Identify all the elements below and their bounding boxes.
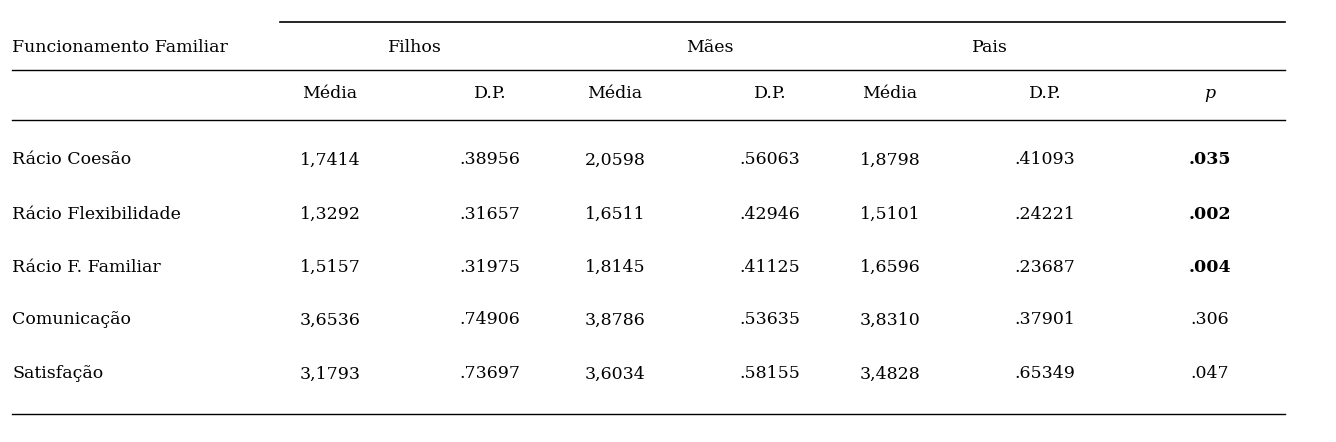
Text: .42946: .42946 — [740, 206, 800, 222]
Text: Rácio Coesão: Rácio Coesão — [12, 152, 131, 168]
Text: 1,7414: 1,7414 — [299, 152, 361, 168]
Text: 3,6536: 3,6536 — [299, 312, 361, 328]
Text: .73697: .73697 — [460, 366, 521, 382]
Text: .23687: .23687 — [1014, 259, 1075, 275]
Text: .41093: .41093 — [1014, 152, 1075, 168]
Text: Filhos: Filhos — [387, 38, 442, 56]
Text: .306: .306 — [1190, 312, 1229, 328]
Text: .41125: .41125 — [740, 259, 800, 275]
Text: Rácio F. Familiar: Rácio F. Familiar — [12, 259, 160, 275]
Text: D.P.: D.P. — [754, 85, 787, 103]
Text: .31975: .31975 — [460, 259, 521, 275]
Text: 1,8798: 1,8798 — [859, 152, 921, 168]
Text: Satisfação: Satisfação — [12, 366, 103, 382]
Text: .38956: .38956 — [460, 152, 521, 168]
Text: Média: Média — [863, 85, 918, 103]
Text: 3,6034: 3,6034 — [585, 366, 645, 382]
Text: 1,6511: 1,6511 — [585, 206, 645, 222]
Text: Pais: Pais — [973, 38, 1007, 56]
Text: .58155: .58155 — [740, 366, 800, 382]
Text: .24221: .24221 — [1014, 206, 1075, 222]
Text: D.P.: D.P. — [1029, 85, 1061, 103]
Text: 3,4828: 3,4828 — [859, 366, 921, 382]
Text: 3,1793: 3,1793 — [299, 366, 361, 382]
Text: 1,6596: 1,6596 — [859, 259, 921, 275]
Text: 3,8786: 3,8786 — [585, 312, 645, 328]
Text: .53635: .53635 — [740, 312, 800, 328]
Text: .047: .047 — [1190, 366, 1229, 382]
Text: Média: Média — [302, 85, 358, 103]
Text: Média: Média — [588, 85, 643, 103]
Text: .37901: .37901 — [1014, 312, 1075, 328]
Text: Funcionamento Familiar: Funcionamento Familiar — [12, 38, 228, 56]
Text: Comunicação: Comunicação — [12, 312, 131, 328]
Text: 1,3292: 1,3292 — [299, 206, 361, 222]
Text: .035: .035 — [1189, 152, 1232, 168]
Text: 3,8310: 3,8310 — [859, 312, 921, 328]
Text: 2,0598: 2,0598 — [585, 152, 645, 168]
Text: .002: .002 — [1189, 206, 1232, 222]
Text: D.P.: D.P. — [474, 85, 506, 103]
Text: Rácio Flexibilidade: Rácio Flexibilidade — [12, 206, 180, 222]
Text: 1,8145: 1,8145 — [585, 259, 645, 275]
Text: Mães: Mães — [687, 38, 733, 56]
Text: .56063: .56063 — [740, 152, 800, 168]
Text: .004: .004 — [1189, 259, 1232, 275]
Text: .74906: .74906 — [460, 312, 521, 328]
Text: .65349: .65349 — [1014, 366, 1075, 382]
Text: .31657: .31657 — [460, 206, 521, 222]
Text: 1,5101: 1,5101 — [859, 206, 921, 222]
Text: p: p — [1205, 85, 1216, 103]
Text: 1,5157: 1,5157 — [299, 259, 361, 275]
